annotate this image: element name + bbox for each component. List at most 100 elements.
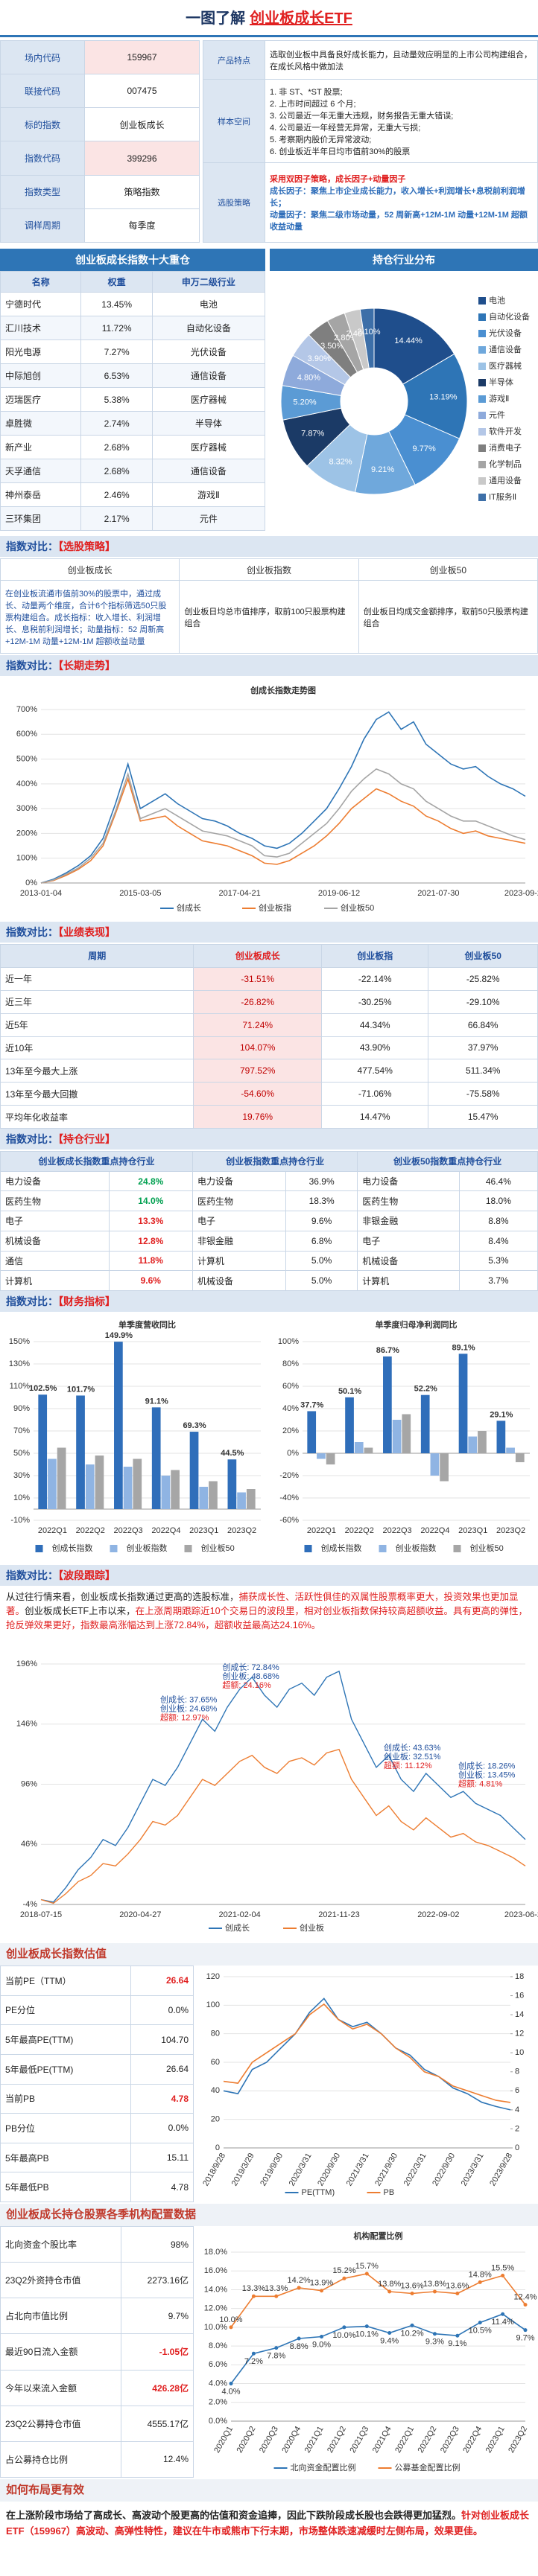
series-line [40, 1748, 526, 1904]
series-line [223, 1998, 511, 2111]
bar [85, 1464, 95, 1509]
industry-cell: 电子 [357, 1230, 460, 1252]
holdings-table: 名称 权重 申万二级行业 宁德时代 13.45% 电池 汇川技术 11.72% 自动化设备 阳光电… [0, 271, 266, 531]
valuation-row: PE分位 0.0% [0, 1995, 194, 2026]
holding-cell: 11.72% [80, 316, 153, 340]
info-value: 创业板成长 [84, 107, 200, 142]
text-segment: 在上涨阶段市场给了高成长、高波动个股更高的估值和资金追捧，因此下跌阶段成长股也会… [6, 2510, 462, 2521]
valuation-row: 5年最高PB 15.11 [0, 2142, 194, 2173]
y-tick-label: 80% [282, 1359, 299, 1368]
x-tick-label: 2022Q2 [417, 2425, 439, 2455]
holding-cell: 通信设备 [151, 363, 266, 388]
x-tick-label: 2020Q4 [280, 2425, 303, 2455]
header-row: 创业板成长指数重点持仓行业 创业板指数重点持仓行业 创业板50指数重点持仓行业 [0, 1151, 538, 1172]
metric-value: 98% [121, 2225, 194, 2263]
legend-swatch [478, 379, 486, 386]
list-item: 2. 上市时间超过 6 个月; [270, 99, 356, 109]
metric-value: 2273.16亿 [121, 2262, 194, 2299]
legend-label: 游戏Ⅱ [489, 394, 509, 404]
x-tick-label: 2021/9/30 [373, 2152, 399, 2187]
y-tick-label: 10.0% [204, 2323, 227, 2332]
x-tick-label: 2023Q1 [484, 2425, 507, 2455]
trend: 指数对比：【长期走势】 创成长指数走势图 0% 100% 200% 300% 400% 500… [0, 655, 538, 922]
slice-label: 9.77% [413, 444, 436, 453]
strategy-compare: 指数对比：【选股策略】 创业板成长 创业板指数 创业板50 在创业板流通市值前30%的股… [0, 536, 538, 655]
list-item: 3. 公司最近一年无重大违规，财务报告无重大错误; [270, 111, 454, 121]
legend-swatch [478, 477, 486, 485]
metric-value: 9.7% [121, 2298, 194, 2335]
holding-cell: 元件 [151, 506, 266, 531]
y2-tick-label: 0 [515, 2143, 519, 2152]
x-tick-label: 2023Q1 [458, 1526, 487, 1535]
info-value: 策略指数 [84, 174, 200, 209]
chart-title: 单季度归母净利润同比 [376, 1319, 458, 1330]
industry-cell: 医药生物 [357, 1190, 460, 1212]
metric-label: 占公募持仓比例 [0, 2440, 122, 2478]
x-tick-label: 2023/9/28 [488, 2152, 514, 2187]
institution-row: 北向资金个股比率 98% [0, 2225, 194, 2263]
bar [458, 1354, 468, 1453]
info-row: 场内代码 159967 [0, 39, 200, 75]
point [501, 2274, 505, 2278]
holding-row: 天孚通信 2.68% 通信设备 [0, 459, 266, 483]
text-segment: 从过往行情来看，创业板成长指数通过更高的选股标准， [6, 1592, 239, 1602]
point [364, 2324, 369, 2329]
list-item: 动量因子：聚焦二级市场动量，52 周新高+12M-1M 动量+12M-1M 超额… [270, 211, 528, 232]
value-label: 9.3% [425, 2338, 444, 2347]
paragraph: 从过往行情来看，创业板成长指数通过更高的选股标准，捕获成长性、活跃性俱佳的双属性… [0, 1586, 538, 1653]
compare-cell: 创业板日均成交金额排序，取前50只股票构建组合 [358, 580, 538, 654]
industry-cell: 9.6% [108, 1270, 193, 1291]
metric-value: 0.0% [130, 1995, 194, 2026]
series-line [40, 711, 526, 884]
industry-cell: 非银金融 [357, 1211, 460, 1231]
group-header: 创业板50指数重点持仓行业 [357, 1151, 538, 1172]
x-tick-label: 2022Q4 [420, 1526, 449, 1535]
y2-tick-label: 2 [515, 2124, 519, 2133]
y2-tick-label: 14 [515, 2010, 524, 2019]
heading-prefix: 指数对比： [6, 660, 58, 672]
metric-label: 北向资金个股比率 [0, 2225, 122, 2263]
bar [430, 1453, 440, 1476]
value-label: 10.2% [400, 2329, 423, 2338]
y2-tick-label: 8 [515, 2068, 519, 2076]
performance: 指数对比：【业绩表现】 周期 创业板成长 创业板指 创业板50 近一年 -31.51% -22… [0, 922, 538, 1129]
bar [402, 1414, 411, 1453]
list-item: 采用双因子策略，成长因子+动量因子 [270, 175, 406, 184]
legend-swatch [478, 412, 486, 419]
institution-table: 北向资金个股比率 98% 23Q2外资持仓市值 2273.16亿 占北向市值比例 9.7%… [0, 2225, 194, 2478]
industry-cell: 46.4% [458, 1170, 538, 1192]
heading-prefix: 创业板成长持仓股票各季机构配置数据 [6, 2208, 197, 2221]
bar [496, 1421, 506, 1453]
holding-cell: 2.17% [80, 506, 153, 531]
layout-advice: 如何布局更有效 在上涨阶段市场给了高成长、高波动个股更高的估值和资金追捧，因此下跌… [0, 2479, 538, 2576]
bar [76, 1395, 85, 1509]
metric-label: 当前PE（TTM） [0, 1966, 132, 1996]
performance-cell: 71.24% [193, 1013, 322, 1037]
legend-label: 医疗器械 [489, 360, 522, 371]
holding-row: 神州泰岳 2.46% 游戏Ⅱ [0, 482, 266, 507]
header: 一图了解 创业板成长ETF [0, 0, 538, 37]
detail-row: 产品特点 选取创业板中具备良好成长能力，且动量效应明显的上市公司构建组合，在成长风… [203, 40, 538, 80]
x-tick-label: 2018/9/28 [201, 2152, 227, 2187]
detail-label: 选股策略 [203, 162, 265, 243]
column-header: 申万二级行业 [151, 271, 266, 293]
slice-label: 8.32% [329, 457, 352, 466]
performance-cell: 近5年 [0, 1013, 194, 1037]
industry-cell: 14.0% [108, 1190, 193, 1212]
y-tick-label: 400% [16, 780, 37, 788]
body-row: 在创业板流通市值前30%的股票中，通过成长、动量两个维度，合计6个指标筛选50只… [0, 580, 538, 654]
annotation: 超额: 12.97% [160, 1712, 209, 1722]
annotation: 创成长: 43.63% [384, 1743, 441, 1753]
header-row: 名称 权重 申万二级行业 [0, 271, 266, 293]
y-tick-label: 150% [9, 1337, 30, 1346]
x-tick-label: 2022-09-02 [417, 1910, 459, 1919]
value-label: 15.2% [332, 2266, 355, 2275]
institution-row: 占公募持仓比例 12.4% [0, 2440, 194, 2478]
y2-tick-label: 10 [515, 2048, 524, 2057]
y-tick-label: 40 [211, 2086, 220, 2095]
y-tick-label: 18.0% [204, 2248, 227, 2257]
y-tick-label: 196% [16, 1660, 37, 1668]
point [523, 2328, 528, 2333]
detail-label: 样本空间 [203, 79, 265, 163]
industry-cell: 3.7% [458, 1270, 538, 1291]
